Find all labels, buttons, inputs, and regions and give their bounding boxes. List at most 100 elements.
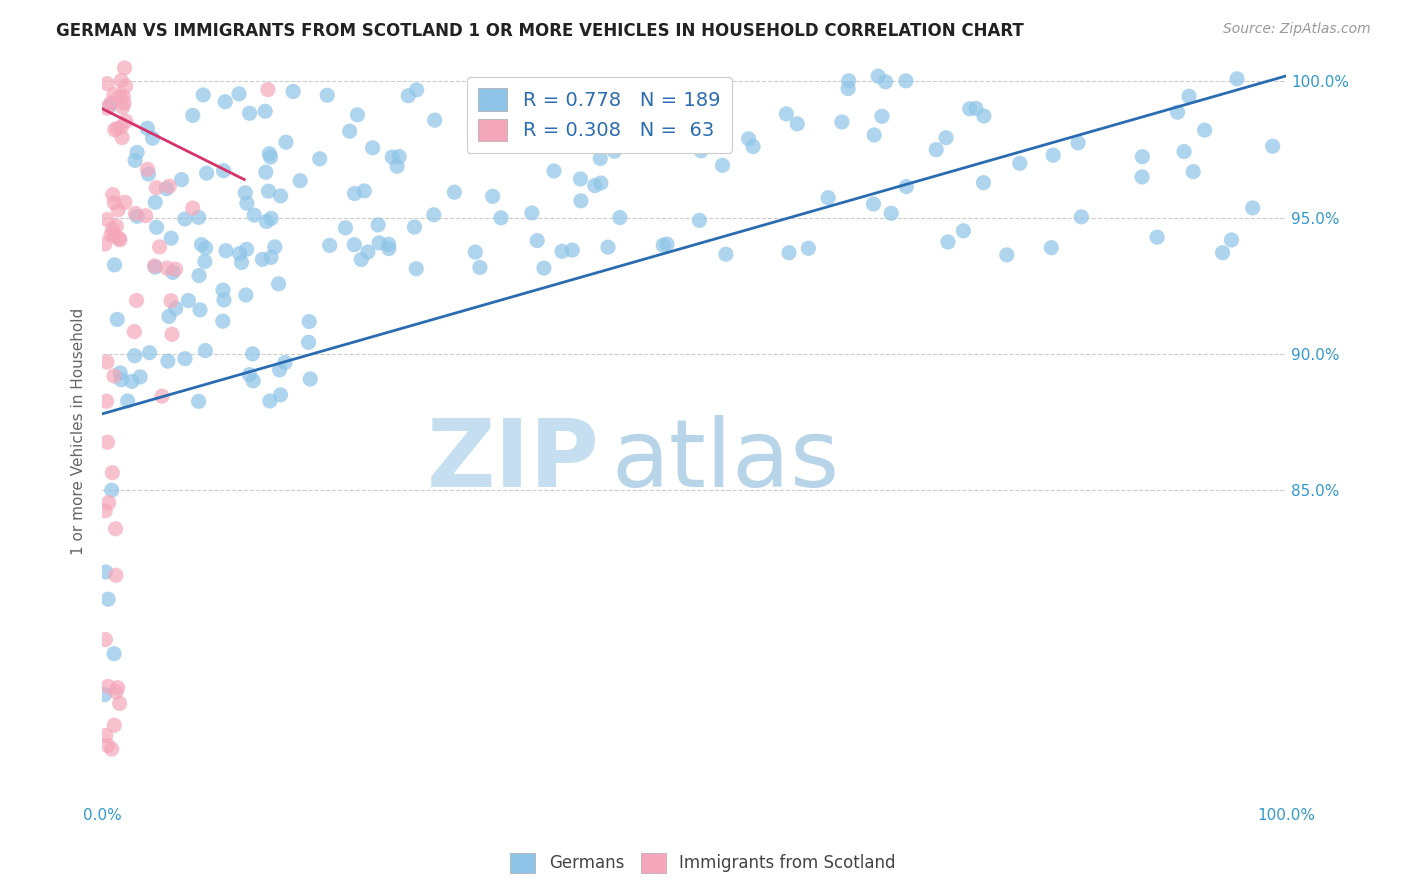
Point: [105, 121, 128, 136]
Point: [212, 293, 235, 307]
Point: [155, 181, 177, 195]
Point: [658, 101, 681, 115]
Point: [150, 389, 173, 403]
Point: [543, 164, 565, 178]
Point: [107, 681, 129, 695]
Point: [655, 237, 678, 252]
Point: [143, 260, 166, 274]
Point: [385, 159, 408, 173]
Point: [108, 89, 131, 103]
Point: [1067, 136, 1090, 150]
Point: [318, 238, 340, 252]
Point: [194, 241, 217, 255]
Point: [96, 212, 118, 227]
Point: [135, 209, 157, 223]
Point: [212, 163, 235, 178]
Point: [562, 138, 585, 153]
Point: [187, 394, 209, 409]
Point: [464, 245, 486, 260]
Point: [405, 261, 427, 276]
Point: [170, 172, 193, 186]
Point: [103, 647, 125, 661]
Point: [103, 228, 125, 243]
Point: [142, 131, 165, 145]
Point: [381, 150, 404, 164]
Point: [259, 394, 281, 409]
Point: [111, 100, 134, 114]
Point: [188, 302, 211, 317]
Point: [188, 268, 211, 283]
Point: [160, 231, 183, 245]
Point: [1178, 89, 1201, 103]
Point: [259, 146, 281, 161]
Point: [136, 162, 159, 177]
Point: [112, 89, 135, 103]
Point: [973, 176, 995, 190]
Point: [862, 197, 884, 211]
Point: [470, 115, 492, 129]
Point: [443, 185, 465, 199]
Point: [361, 141, 384, 155]
Point: [96, 394, 118, 409]
Point: [125, 209, 148, 223]
Point: [589, 152, 612, 166]
Point: [194, 254, 217, 268]
Point: [263, 240, 285, 254]
Point: [173, 212, 195, 227]
Point: [107, 202, 129, 217]
Point: [609, 211, 631, 225]
Point: [1008, 156, 1031, 170]
Point: [96, 355, 118, 369]
Point: [93, 688, 115, 702]
Point: [367, 218, 389, 232]
Point: [526, 234, 548, 248]
Point: [297, 335, 319, 350]
Point: [1040, 241, 1063, 255]
Point: [148, 240, 170, 254]
Point: [125, 293, 148, 308]
Point: [516, 107, 538, 121]
Point: [190, 237, 212, 252]
Point: [260, 251, 283, 265]
Point: [181, 201, 204, 215]
Point: [596, 240, 619, 254]
Point: [346, 108, 368, 122]
Point: [603, 145, 626, 159]
Point: [343, 237, 366, 252]
Point: [101, 222, 124, 236]
Point: [1146, 230, 1168, 244]
Point: [343, 186, 366, 201]
Point: [495, 100, 517, 114]
Point: [114, 78, 136, 93]
Y-axis label: 1 or more Vehicles in Household: 1 or more Vehicles in Household: [72, 308, 86, 555]
Point: [124, 153, 146, 168]
Point: [242, 347, 264, 361]
Text: ZIP: ZIP: [426, 416, 599, 508]
Point: [97, 739, 120, 753]
Point: [110, 73, 132, 87]
Point: [396, 88, 419, 103]
Point: [270, 388, 292, 402]
Point: [110, 120, 132, 134]
Point: [124, 206, 146, 220]
Point: [215, 244, 238, 258]
Point: [114, 61, 136, 75]
Point: [1220, 233, 1243, 247]
Point: [423, 208, 446, 222]
Point: [162, 265, 184, 279]
Text: Source: ZipAtlas.com: Source: ZipAtlas.com: [1223, 22, 1371, 37]
Point: [111, 130, 134, 145]
Point: [145, 220, 167, 235]
Point: [104, 568, 127, 582]
Point: [103, 718, 125, 732]
Point: [160, 293, 183, 308]
Point: [995, 248, 1018, 262]
Point: [868, 69, 890, 83]
Point: [98, 99, 121, 113]
Point: [127, 145, 149, 160]
Point: [235, 288, 257, 302]
Point: [1261, 139, 1284, 153]
Point: [143, 195, 166, 210]
Point: [465, 89, 488, 103]
Point: [177, 293, 200, 308]
